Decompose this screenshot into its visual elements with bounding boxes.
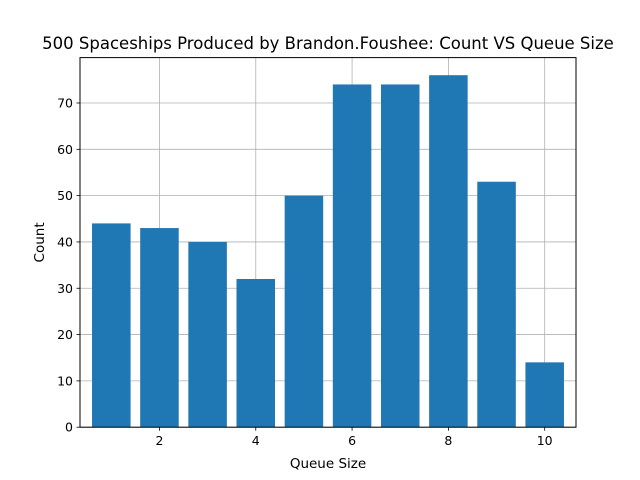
- bar-5: [284, 195, 324, 428]
- bars: [92, 75, 564, 428]
- bar-8: [429, 75, 468, 428]
- bar-10: [525, 362, 564, 428]
- y-tick-label: 0: [65, 420, 73, 435]
- bar-4: [236, 278, 276, 428]
- y-axis-ticks: 0 10 20 30 40 50 60 70: [57, 95, 80, 435]
- y-tick-label: 30: [57, 281, 73, 296]
- bar-2: [140, 228, 179, 428]
- bar-3: [188, 241, 227, 428]
- bar-9: [477, 181, 516, 428]
- bar-7: [380, 84, 420, 428]
- bar-1: [92, 223, 131, 428]
- y-tick-label: 20: [57, 327, 73, 342]
- x-axis-label: Queue Size: [290, 456, 366, 472]
- y-tick-label: 10: [57, 373, 73, 388]
- plot-frame: [79, 57, 577, 428]
- y-tick-label: 60: [57, 142, 73, 157]
- x-tick-label: 4: [252, 433, 260, 448]
- x-tick-label: 10: [537, 433, 553, 448]
- chart-title: 500 Spaceships Produced by Brandon.Foush…: [42, 34, 614, 53]
- x-tick-label: 6: [348, 433, 356, 448]
- x-tick-label: 8: [444, 433, 452, 448]
- y-tick-label: 40: [57, 234, 73, 249]
- y-tick-label: 70: [57, 95, 73, 110]
- bar-6: [332, 84, 372, 428]
- x-axis-ticks: 2 4 6 8 10: [155, 427, 553, 448]
- x-tick-label: 2: [155, 433, 163, 448]
- y-axis-label: Count: [32, 222, 48, 262]
- y-tick-label: 50: [57, 188, 73, 203]
